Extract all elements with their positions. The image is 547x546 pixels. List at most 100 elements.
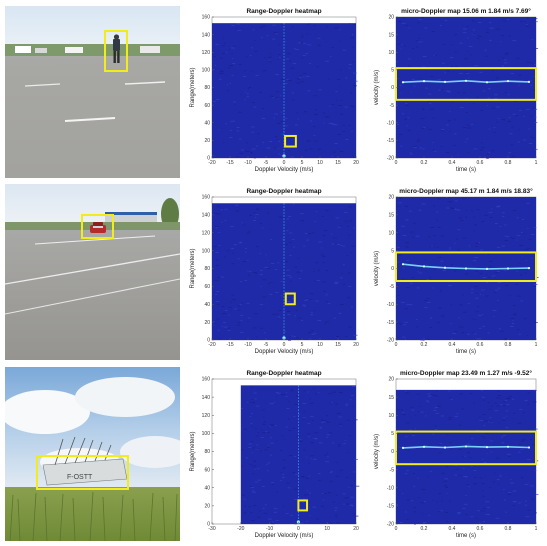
y-axis-label: velocity (m/s): [374, 434, 380, 469]
x-axis-label: time (s): [456, 533, 476, 539]
x-tick-label: 0: [395, 342, 398, 348]
x-tick-label: 10: [317, 342, 323, 348]
range-doppler-heatmap-3-svg: Range-Doppler heatmap -30 -20 -10 0 10 20 0 20 40…: [190, 370, 360, 539]
y-tick-label: 80: [204, 266, 210, 272]
y-tick-label: 0: [391, 266, 394, 272]
y-tick-label: 0: [207, 156, 210, 162]
x-axis-label: time (s): [456, 349, 476, 355]
x-tick-label: -15: [226, 342, 233, 348]
chart-title: Range-Doppler heatmap: [246, 8, 321, 15]
y-tick-label: 100: [202, 68, 211, 74]
y-tick-label: -20: [387, 156, 394, 162]
signature-point: [527, 267, 531, 270]
y-tick-label: 15: [388, 395, 394, 401]
signature-point: [464, 267, 468, 270]
y-tick-label: 140: [202, 213, 211, 219]
y-tick-label: 40: [204, 120, 210, 126]
x-axis-label: time (s): [456, 167, 476, 173]
target-highlight-box: [284, 134, 297, 148]
x-tick-label: -10: [244, 342, 251, 348]
y-tick-label: 0: [391, 85, 394, 91]
photo-drone: F-OSTT: [5, 367, 180, 541]
y-tick-label: -10: [387, 302, 394, 308]
y-tick-label: 10: [388, 50, 394, 56]
photo-pedestrian-image: [5, 6, 180, 178]
y-tick-label: -10: [387, 120, 394, 126]
signature-point: [401, 446, 405, 449]
photo-car-image: [5, 184, 180, 360]
x-tick-label: 0.8: [505, 160, 512, 166]
y-tick-label: 100: [202, 431, 211, 437]
photo-pedestrian: [5, 6, 180, 178]
y-tick-label: 5: [391, 68, 394, 74]
photo-car: [5, 184, 180, 360]
x-tick-label: 15: [335, 342, 341, 348]
y-tick-label: 20: [204, 138, 210, 144]
target-highlight-box: [297, 499, 309, 512]
y-tick-label: 10: [388, 230, 394, 236]
x-tick-label: 15: [335, 160, 341, 166]
signature-point: [527, 80, 531, 83]
y-tick-label: 15: [388, 32, 394, 38]
car-highlight-box: [81, 214, 114, 239]
target-highlight-box: [395, 67, 537, 101]
y-tick-label: 100: [202, 248, 211, 254]
y-tick-label: -15: [387, 504, 394, 510]
x-tick-label: 1: [535, 160, 538, 166]
heatmap-field: [396, 17, 536, 158]
x-axis-label: Doppler Velocity (m/s): [255, 167, 314, 173]
y-axis-label: Range(meters): [190, 431, 196, 471]
heatmap-speckle: [241, 386, 360, 525]
y-tick-label: 60: [204, 103, 210, 109]
x-tick-label: 0.2: [421, 342, 428, 348]
photo-drone-image: F-OSTT: [5, 367, 180, 541]
range-doppler-heatmap-1: Range-Doppler heatmap -20 -15 -10 -5 0 5 10 15 20…: [186, 4, 364, 178]
x-tick-label: 10: [324, 526, 330, 532]
y-tick-label: -15: [387, 138, 394, 144]
y-axis-label: Range(meters): [190, 248, 196, 288]
signature-point: [527, 446, 531, 449]
y-tick-label: 160: [202, 195, 211, 201]
signature-point: [443, 266, 447, 269]
x-tick-label: -10: [244, 160, 251, 166]
signature-point: [422, 265, 426, 268]
x-tick-label: 0.8: [505, 342, 512, 348]
micro-doppler-map-2: micro-Doppler map 45.17 m 1.84 m/s 18.83…: [370, 184, 544, 360]
x-tick-label: 0.6: [477, 160, 484, 166]
target-highlight-box: [395, 251, 537, 283]
heatmap-speckle: [396, 389, 539, 525]
signature-point: [422, 80, 426, 83]
y-tick-label: 5: [391, 248, 394, 254]
signature-point: [401, 81, 405, 84]
x-tick-label: 0.4: [449, 342, 456, 348]
y-tick-label: 140: [202, 395, 211, 401]
y-tick-label: 120: [202, 50, 211, 56]
x-tick-label: -20: [237, 526, 244, 532]
y-tick-label: 160: [202, 377, 211, 383]
y-tick-label: -20: [387, 522, 394, 528]
heatmap-field: [396, 389, 536, 524]
y-tick-label: -5: [390, 103, 395, 109]
x-tick-label: -20: [208, 342, 215, 348]
y-axis-label: Range(meters): [190, 67, 196, 107]
signature-point: [443, 446, 447, 449]
chart-title: micro-Doppler map 15.06 m 1.84 m/s 7.69°: [401, 7, 531, 15]
micro-doppler-map-1: micro-Doppler map 15.06 m 1.84 m/s 7.69°…: [370, 4, 544, 178]
x-tick-label: -20: [208, 160, 215, 166]
x-tick-label: 0: [283, 342, 286, 348]
drone-highlight-box: [36, 455, 129, 490]
chart-title: Range-Doppler heatmap: [246, 370, 321, 377]
signature-point: [485, 446, 489, 449]
y-tick-label: -10: [387, 485, 394, 491]
heatmap-speckle: [396, 197, 539, 341]
y-tick-label: 80: [204, 85, 210, 91]
x-tick-label: 0: [395, 160, 398, 166]
x-tick-label: 0: [395, 526, 398, 532]
signature-point: [464, 79, 468, 82]
y-tick-label: -20: [387, 338, 394, 344]
signature-point: [506, 267, 510, 270]
x-tick-label: 20: [353, 342, 359, 348]
x-tick-label: -10: [266, 526, 273, 532]
y-axis-label: velocity (m/s): [374, 70, 380, 105]
micro-doppler-map-3: micro-Doppler map 23.49 m 1.27 m/s -9.52…: [370, 366, 544, 544]
